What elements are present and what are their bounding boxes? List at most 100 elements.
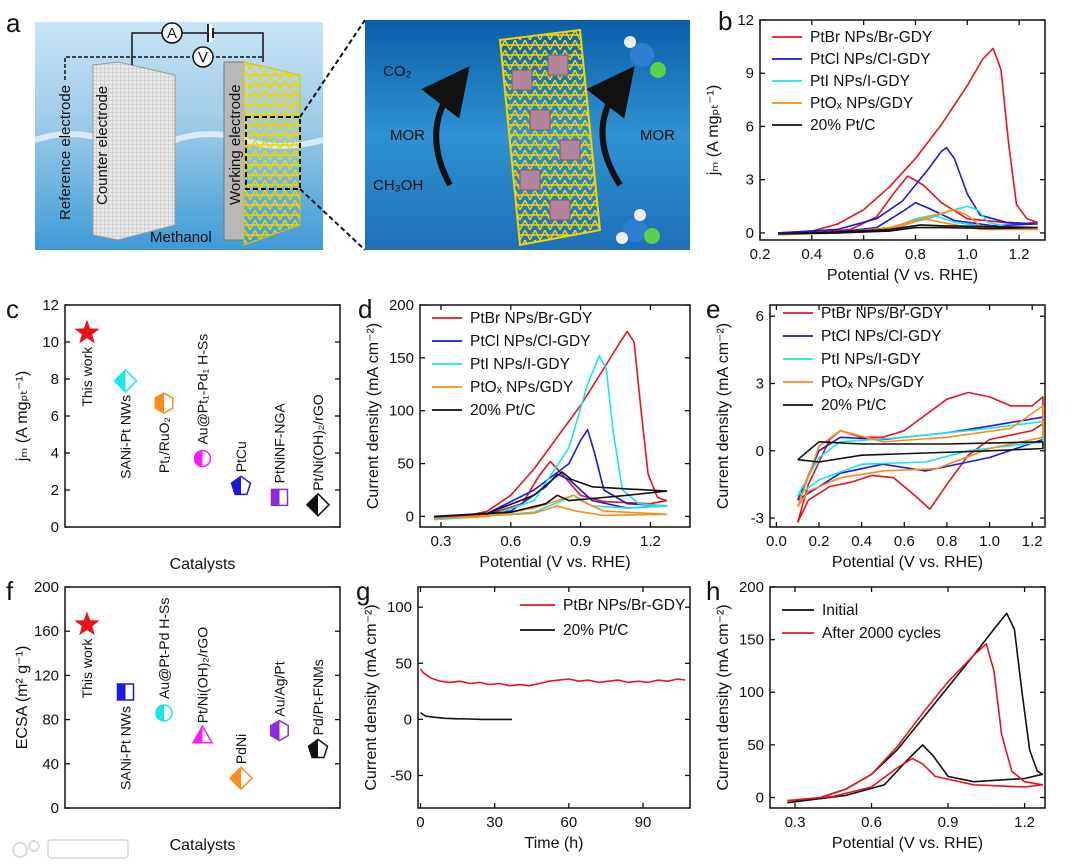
y-tick-label: 40 [42,756,59,773]
category-label: This work [79,638,95,699]
x-tick-label: 0.9 [570,533,591,550]
square-marker [116,683,135,701]
legend-label: PtI NPs/I-GDY [470,356,570,373]
y-tick-label: 6 [756,308,764,325]
legend-label: PtBr NPs/Br-GDY [470,310,592,327]
y-tick-label: 3 [756,375,764,392]
plot-frame [419,304,691,528]
reference-wire [64,56,263,80]
data-point: This work [74,611,100,699]
y-tick-label: 2 [51,482,59,499]
series-line-1 [778,146,1038,234]
series-line-0 [419,668,686,687]
category-label: SANi-Pt NWs [118,706,134,790]
circle-marker [193,449,212,468]
legend-label: 20% Pt/C [563,622,628,639]
x-tick-label: 0.8 [937,533,958,550]
voltmeter-label: V [198,49,208,66]
pt-nanoparticles [511,54,581,221]
working-electrode-label: Working electrode [227,84,244,205]
series-line-0 [433,330,668,520]
y-axis-label: jₘ (A mgₚₜ⁻¹) [705,85,722,176]
x-tick-label: 0.0 [766,533,787,550]
panel-label-d: d [358,294,372,324]
x-axis-label: Potential (V vs. RHE) [832,835,983,852]
counter-electrode-slab [92,61,176,241]
x-tick-label: 1.2 [1022,533,1043,550]
category-label: PtNiNF-NGA [272,403,288,484]
data-point: Pd/Pt-FNMs [307,659,329,759]
molecule-bottom [616,209,660,244]
cell-illustration: A V Reference electrode Counter electrod… [34,19,366,251]
data-point: Pt/Ni(OH)₂/rGO [305,394,331,517]
x-tick-label: 0.3 [431,533,452,550]
pentagon-marker [307,738,329,759]
plot-frame [417,586,691,809]
chart-panel-f: 0 40 80 120 160 200 Catalysts ECSA (m² g⁻¹) This… [14,579,341,854]
zoom-lines [299,19,366,251]
panel-label-e: e [706,294,720,324]
y-tick-label: 160 [34,623,59,640]
x-axis-label: Potential (V vs. RHE) [827,267,978,284]
x-axis-label: Catalysts [170,837,236,854]
y-tick-label: 0 [51,519,59,536]
category-label: PtCu [233,441,249,472]
x-tick-label: 0.6 [853,246,874,263]
y-tick-label: 8 [51,371,59,388]
series-line-1 [420,711,512,721]
legend-label: PtBr NPs/Br-GDY [810,29,932,46]
mor-arrow-right [586,66,635,187]
legend-label: PtCl NPs/Cl-GDY [810,51,931,68]
x-axis-label: Potential (V vs. RHE) [832,554,983,571]
square-marker [270,488,289,507]
category-label: This work [79,346,95,407]
x-tick-label: 0.2 [809,533,830,550]
chart-panel-g: -50 0 50 100 0 30 60 90 Time (h) Current density … [363,586,691,852]
counter-electrode-label: Counter electrode [94,86,111,205]
panel-label-b: b [718,6,732,36]
series-line-0 [778,47,1038,236]
series-line-4 [433,471,668,518]
y-tick-label: -3 [751,510,764,527]
plot-frame [64,304,341,528]
chart-panel-d: 0 50 100 150 200 0.3 0.6 0.9 1.2 Potential (V vs.… [365,297,691,571]
circuit-wire [131,32,264,65]
series-line-2 [797,420,1044,497]
ammeter-icon [161,22,183,44]
legend-label: Initial [822,602,858,619]
legend-label: PtI NPs/I-GDY [821,351,921,368]
voltmeter-icon [192,46,214,68]
data-point: Au/Ag/Pt [270,661,289,742]
x-tick-label: 1.2 [1009,246,1030,263]
x-axis-label: Potential (V vs. RHE) [479,554,630,571]
legend-label: PtOₓ NPs/GDY [810,95,913,112]
panel-label-g: g [356,576,370,606]
y-tick-label: 100 [739,684,764,701]
co2-label: CO₂ [383,63,412,80]
panel-label-h: h [706,576,720,606]
legend-label: PtOₓ NPs/GDY [470,379,573,396]
chart-panel-h: 0 50 100 150 200 0.3 0.6 0.9 1.2 Potential (V vs.… [715,579,1046,852]
y-tick-label: 12 [42,297,59,314]
plot-frame [759,19,1046,241]
legend-label: 20% Pt/C [821,397,886,414]
y-tick-label: 100 [389,403,414,420]
x-tick-label: 1.0 [957,246,978,263]
y-tick-label: 0 [51,800,59,817]
y-axis-label: jₘ (A mgₚₜ⁻¹) [14,371,31,462]
panel-label-c: c [6,294,19,324]
y-axis-label: ECSA (m² g⁻¹) [14,646,31,750]
gdy-mesh [243,61,301,246]
category-label: Pt/Ni(OH)₂/rGO [195,627,211,724]
x-tick-label: 0.9 [938,814,959,831]
triangle-marker [191,724,214,744]
data-point: This work [74,319,100,407]
data-point: Pt/Ni(OH)₂/rGO [191,627,214,744]
x-tick-label: 1.0 [979,533,1000,550]
zoom-box [245,116,301,190]
category-label: Pd/Pt-FNMs [310,659,326,735]
x-tick-label: 0.6 [894,533,915,550]
y-tick-label: -50 [390,767,412,784]
x-tick-label: 60 [560,814,577,831]
